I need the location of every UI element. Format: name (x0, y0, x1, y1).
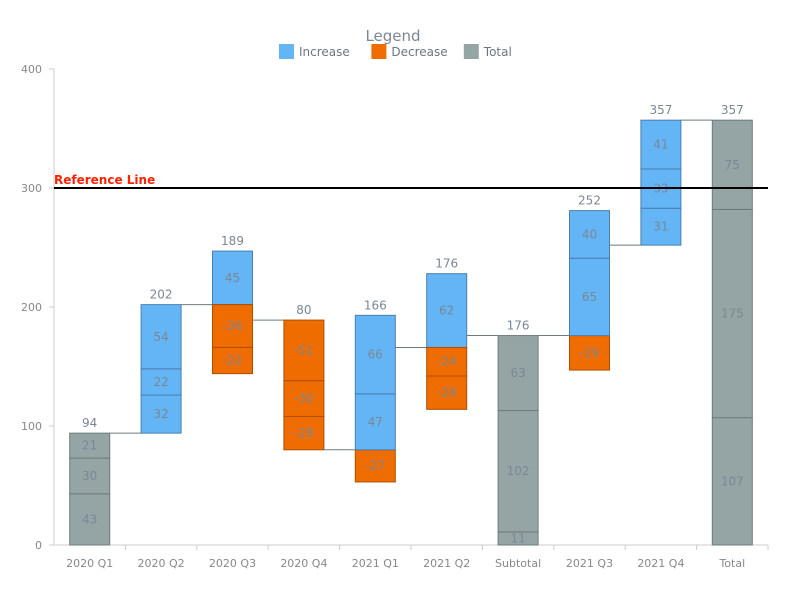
bar-segment-decrease (354, 449, 396, 483)
segment-label: 31 (653, 220, 668, 234)
y-tick-label: 300 (21, 182, 42, 195)
x-tick-label: Subtotal (495, 557, 541, 570)
legend-title: Legend (365, 27, 420, 45)
bar-segment-total (497, 410, 539, 533)
segment-label: -24 (437, 355, 457, 369)
bar-segment-decrease (283, 319, 325, 382)
bar-segment-increase (354, 393, 396, 451)
segment-label: 40 (582, 227, 597, 241)
bar-end-label: 357 (649, 103, 672, 117)
bar-end-label: 189 (221, 234, 244, 248)
segment-label: 47 (368, 415, 383, 429)
segment-label: 63 (510, 366, 525, 380)
bar-end-label: 252 (578, 194, 601, 208)
bar-segment-increase (640, 119, 682, 170)
y-tick-label: 400 (21, 63, 42, 76)
bar-segment-increase (140, 394, 182, 434)
segment-label: -30 (294, 392, 314, 406)
segment-label: 22 (153, 375, 168, 389)
bar-end-label: 357 (721, 103, 744, 117)
segment-label: 62 (439, 304, 454, 318)
bar-end-label: 94 (82, 416, 97, 430)
x-tick-label: 2020 Q1 (66, 557, 113, 570)
bar-segment-increase (212, 250, 253, 306)
bar-segment-increase (426, 273, 468, 348)
segment-label: 75 (725, 158, 740, 172)
segment-label: -36 (223, 319, 243, 333)
segment-label: 54 (153, 330, 168, 344)
legend-label-decrease: Decrease (391, 45, 447, 59)
segment-label: 11 (510, 531, 525, 545)
legend-label-total: Total (483, 45, 512, 59)
legend-swatch-total (463, 44, 479, 59)
x-tick-label: 2021 Q4 (637, 557, 684, 570)
bar-end-label: 80 (296, 303, 311, 317)
bar-segment-total (69, 457, 111, 495)
bar-end-label: 202 (150, 288, 173, 302)
bar-segment-decrease (426, 375, 468, 410)
segment-label: 45 (225, 271, 240, 285)
bar-segment-total (711, 208, 753, 419)
bar-end-label: 166 (364, 298, 387, 312)
segment-label: -28 (437, 386, 457, 400)
x-tick-label: 2021 Q3 (566, 557, 613, 570)
bar-segment-decrease (569, 335, 610, 371)
segment-label: -28 (294, 426, 314, 440)
segment-label: 175 (721, 307, 744, 321)
bar-segment-decrease (426, 346, 468, 377)
bar-segment-decrease (283, 415, 325, 451)
legend-swatch-decrease (371, 44, 387, 59)
segment-label: 107 (721, 474, 744, 488)
segment-label: 65 (582, 290, 597, 304)
bar-segment-increase (569, 257, 610, 337)
segment-label: -22 (223, 354, 243, 368)
bar-segment-increase (569, 210, 610, 259)
bar-segment-total (711, 119, 753, 210)
x-tick-label: 2021 Q1 (352, 557, 399, 570)
bar-segment-increase (140, 304, 182, 370)
segment-label: 102 (507, 464, 530, 478)
bar-segment-total (497, 335, 539, 412)
bar-segment-increase (354, 314, 396, 395)
reference-line-label: Reference Line (54, 173, 155, 187)
segment-label: -51 (294, 343, 314, 357)
segment-label: 21 (82, 439, 97, 453)
y-tick-label: 0 (35, 539, 42, 552)
bar-segment-decrease (212, 346, 253, 375)
bar-end-label: 176 (435, 257, 458, 271)
segment-label: 43 (82, 512, 97, 526)
bar-segment-decrease (283, 380, 325, 417)
segment-label: 41 (653, 138, 668, 152)
x-tick-label: 2021 Q2 (423, 557, 470, 570)
segment-label: -29 (580, 346, 600, 360)
segment-label: 30 (82, 469, 97, 483)
x-tick-label: Total (718, 557, 745, 570)
x-tick-label: 2020 Q4 (280, 557, 327, 570)
bar-segment-increase (640, 207, 682, 246)
bar-segment-total (69, 493, 111, 546)
bar-segment-decrease (212, 304, 253, 348)
x-tick-label: 2020 Q3 (209, 557, 256, 570)
bar-end-label: 176 (507, 319, 530, 333)
segment-label: -27 (365, 459, 385, 473)
segment-label: 32 (153, 407, 168, 421)
y-tick-label: 200 (21, 301, 42, 314)
x-tick-label: 2020 Q2 (138, 557, 185, 570)
segment-label: 66 (368, 348, 383, 362)
bar-segment-increase (140, 368, 182, 396)
bar-segment-total (69, 432, 111, 459)
y-tick-label: 100 (21, 420, 42, 433)
legend-label-increase: Increase (299, 45, 350, 59)
legend-swatch-increase (279, 44, 294, 59)
